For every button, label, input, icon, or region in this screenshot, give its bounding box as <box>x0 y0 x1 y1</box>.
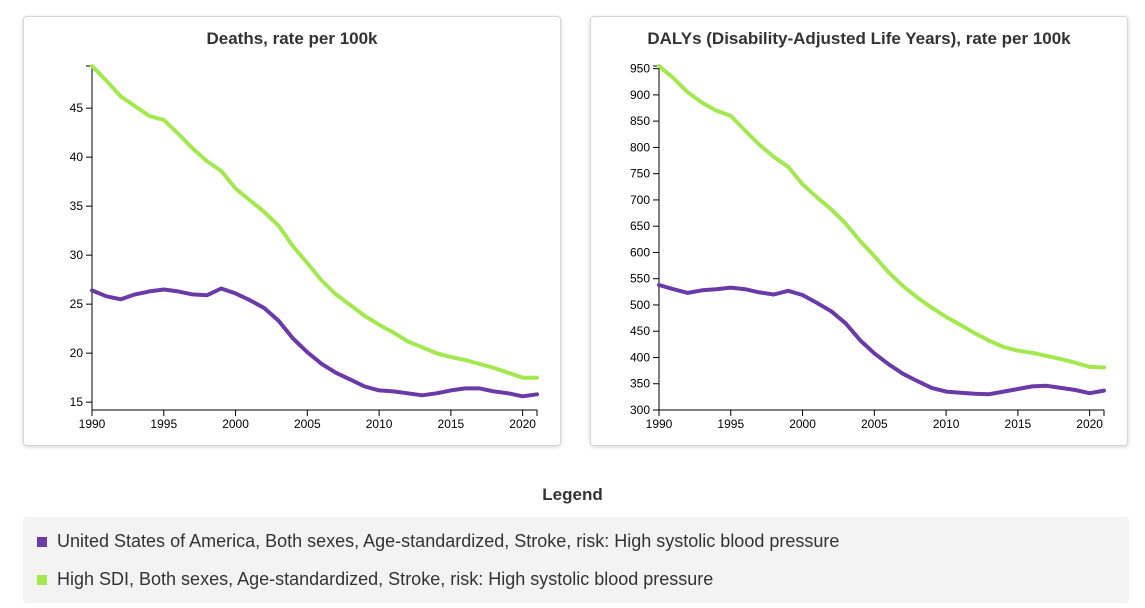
y-tick-label: 950 <box>630 62 650 76</box>
dalys-chart-svg: 300 350 400 450 500 550 600 650 700 750 800 850 900 9… <box>630 62 1106 431</box>
x-tick-label: 2005 <box>294 417 321 431</box>
x-tick-label: 2020 <box>1076 417 1103 431</box>
series-line-usa[interactable] <box>90 286 539 399</box>
y-tick-label: 400 <box>630 350 650 364</box>
y-tick-label: 25 <box>70 297 84 311</box>
legend-label-high-sdi: High SDI, Both sexes, Age-standardized, … <box>57 569 714 589</box>
series-line-high-sdi[interactable] <box>90 64 539 380</box>
legend-item-high-sdi: High SDI, Both sexes, Age-standardized, … <box>37 569 713 590</box>
y-tick-label: 850 <box>630 114 650 128</box>
legend-label-usa: United States of America, Both sexes, Ag… <box>57 531 840 551</box>
legend-item-usa: United States of America, Both sexes, Ag… <box>37 531 839 552</box>
deaths-chart-panel: Deaths, rate per 100k 15 20 25 30 35 40 45 1990… <box>23 16 561 446</box>
y-tick-label: 500 <box>630 298 650 312</box>
deaths-chart-title: Deaths, rate per 100k <box>206 29 378 48</box>
y-tick-label: 350 <box>630 377 650 391</box>
series-line-usa[interactable] <box>657 283 1106 397</box>
y-tick-label: 35 <box>70 199 84 213</box>
legend-swatch-high-sdi <box>37 574 47 585</box>
dalys-chart-title: DALYs (Disability-Adjusted Life Years), … <box>647 29 1071 48</box>
x-tick-label: 1990 <box>79 417 106 431</box>
y-tick-label: 700 <box>630 193 650 207</box>
y-tick-label: 750 <box>630 167 650 181</box>
legend-swatch-usa <box>37 536 47 547</box>
dalys-chart-panel: DALYs (Disability-Adjusted Life Years), … <box>590 16 1128 446</box>
x-tick-label: 2015 <box>438 417 465 431</box>
y-tick-label: 900 <box>630 88 650 102</box>
legend-title: Legend <box>542 485 603 504</box>
x-tick-label: 2010 <box>933 417 960 431</box>
y-tick-label: 40 <box>70 150 84 164</box>
y-tick-label: 650 <box>630 219 650 233</box>
y-tick-label: 450 <box>630 324 650 338</box>
x-tick-label: 1990 <box>646 417 673 431</box>
deaths-chart-svg: 15 20 25 30 35 40 45 1990 1995 2000 2005 2010 2015 20… <box>70 64 539 431</box>
y-tick-label: 15 <box>70 395 84 409</box>
x-tick-label: 1995 <box>717 417 744 431</box>
x-tick-label: 1995 <box>150 417 177 431</box>
y-tick-label: 45 <box>70 101 84 115</box>
x-tick-label: 2000 <box>789 417 816 431</box>
y-tick-label: 20 <box>70 346 84 360</box>
y-tick-label: 600 <box>630 245 650 259</box>
x-tick-label: 2020 <box>509 417 536 431</box>
y-tick-label: 550 <box>630 272 650 286</box>
series-line-high-sdi[interactable] <box>657 64 1106 370</box>
y-tick-label: 800 <box>630 140 650 154</box>
x-tick-label: 2000 <box>222 417 249 431</box>
legend-box: United States of America, Both sexes, Ag… <box>23 517 1129 603</box>
x-tick-label: 2015 <box>1005 417 1032 431</box>
x-tick-label: 2010 <box>366 417 393 431</box>
y-tick-label: 30 <box>70 248 84 262</box>
x-tick-label: 2005 <box>861 417 888 431</box>
y-tick-label: 300 <box>630 403 650 417</box>
